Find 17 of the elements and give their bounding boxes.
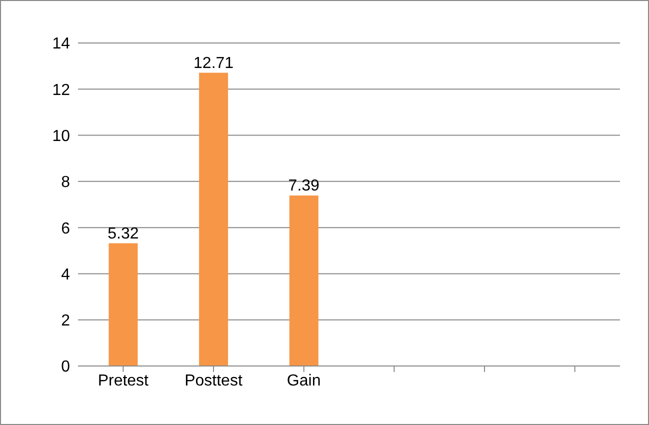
y-tick-label: 14 xyxy=(52,36,70,53)
x-tick-label: Posttest xyxy=(184,372,243,390)
y-tick-label: 10 xyxy=(52,128,70,145)
data-label: 5.32 xyxy=(108,225,139,242)
x-tick-label: Pretest xyxy=(98,372,150,390)
data-label: 12.71 xyxy=(194,54,234,72)
x-tick-label: Gain xyxy=(286,372,321,390)
y-tick-label: 8 xyxy=(61,174,70,192)
data-label: 7.39 xyxy=(288,178,320,194)
y-tick-label: 0 xyxy=(61,358,70,376)
bar xyxy=(108,243,138,366)
y-tick-label: 12 xyxy=(52,82,70,99)
y-tick-label: 2 xyxy=(61,312,70,330)
bar xyxy=(199,72,228,366)
y-tick-label: 6 xyxy=(61,220,70,238)
y-tick-label: 4 xyxy=(61,266,70,284)
bar xyxy=(289,196,318,366)
